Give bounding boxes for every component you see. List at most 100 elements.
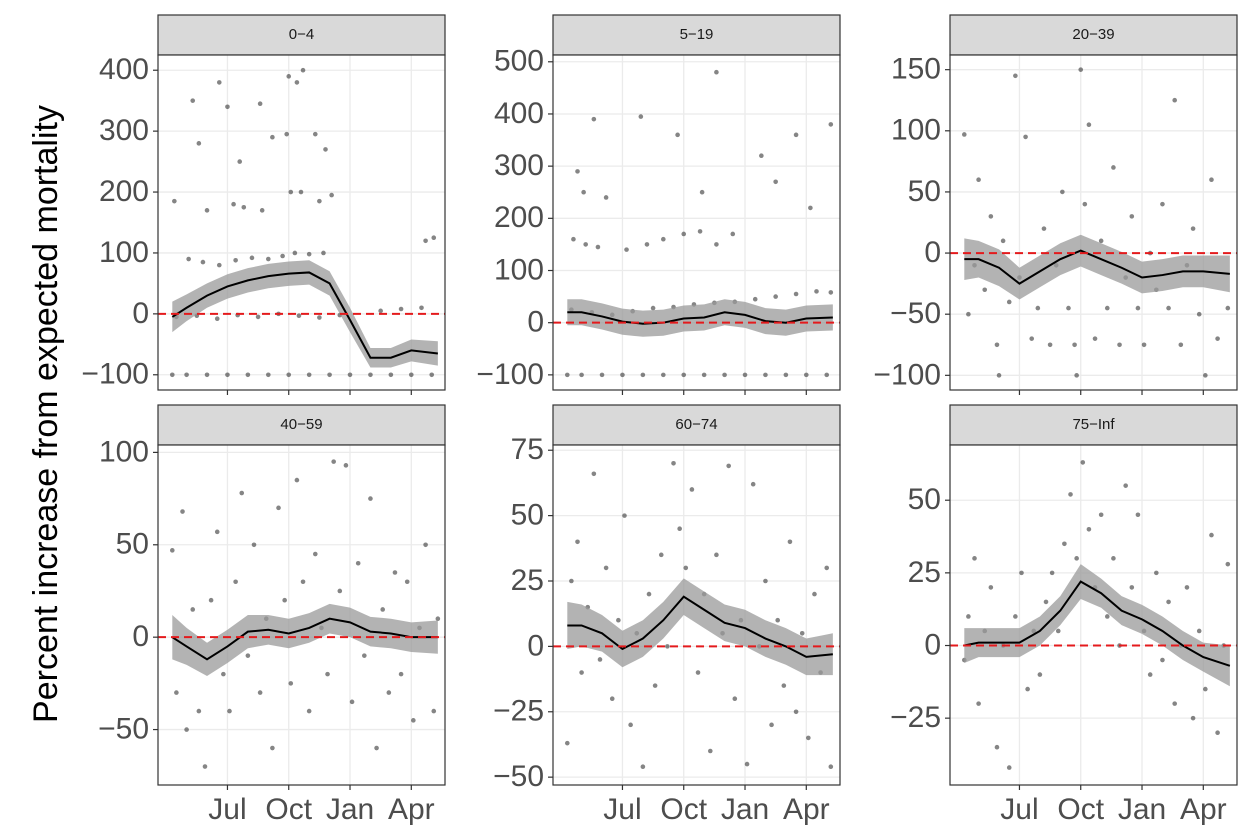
point: [368, 496, 373, 501]
point: [591, 116, 597, 122]
point: [773, 294, 778, 299]
point: [1035, 305, 1041, 311]
strip-background: [157, 404, 446, 446]
point: [312, 131, 318, 137]
point: [378, 308, 383, 314]
confidence-band: [567, 578, 833, 676]
point: [321, 250, 326, 256]
smooth-line: [567, 311, 833, 325]
point: [697, 229, 703, 234]
point: [368, 372, 373, 378]
point: [270, 745, 275, 751]
point: [1225, 305, 1231, 311]
point: [1074, 373, 1079, 378]
point: [1209, 177, 1214, 183]
point: [828, 290, 834, 295]
point: [398, 671, 404, 677]
x-tick-label: Jul: [603, 793, 641, 826]
point: [681, 372, 687, 378]
point: [1215, 336, 1220, 341]
point: [355, 560, 361, 566]
y-tick-label: 0: [132, 297, 149, 330]
point: [294, 477, 300, 483]
point: [661, 372, 666, 378]
smooth-line: [964, 249, 1230, 285]
point: [1080, 460, 1086, 465]
point: [270, 134, 275, 140]
point: [564, 372, 570, 378]
y-tick-label: 0: [132, 620, 149, 653]
point: [1190, 226, 1196, 231]
point: [650, 305, 656, 311]
facet-panel: 60−74 −50 −25 0 25 50 75 Jul Oct Jan Apr: [493, 404, 841, 826]
point: [292, 250, 298, 256]
point: [325, 671, 330, 677]
point: [744, 761, 750, 767]
point: [225, 372, 230, 378]
plot-background: [158, 55, 445, 390]
point: [597, 657, 603, 662]
point: [286, 74, 292, 79]
y-tick-label: 200: [494, 201, 544, 234]
point: [806, 735, 811, 741]
point: [190, 98, 196, 103]
point: [1092, 336, 1098, 341]
point: [1147, 672, 1153, 677]
point: [231, 201, 236, 207]
point: [628, 722, 633, 728]
point: [1203, 373, 1208, 378]
point: [1104, 305, 1110, 311]
point: [266, 256, 271, 262]
point: [750, 481, 756, 487]
point: [1066, 305, 1071, 311]
y-tick-label: 400: [99, 53, 149, 86]
point: [233, 579, 238, 585]
x-tick-label: Apr: [388, 793, 435, 826]
point: [575, 169, 580, 174]
y-tick-label: 300: [494, 149, 544, 182]
point: [799, 631, 805, 636]
point: [1117, 342, 1122, 348]
strip-label: 40−59: [280, 416, 322, 433]
point: [1086, 122, 1092, 127]
point: [1129, 585, 1135, 590]
point: [763, 578, 768, 584]
point: [714, 69, 719, 75]
y-tick-label: −25: [493, 695, 544, 728]
point: [435, 616, 441, 621]
point: [233, 257, 238, 263]
point: [814, 289, 819, 294]
strip-background: [552, 404, 841, 446]
point: [803, 372, 809, 378]
point: [216, 80, 222, 85]
panel-border: [949, 444, 1238, 786]
point: [775, 617, 780, 623]
point: [571, 236, 576, 242]
point: [658, 552, 664, 558]
point: [1111, 165, 1116, 170]
point: [763, 372, 768, 378]
point: [1160, 201, 1165, 207]
facet-panel: 20−39 −100 −50 0 50 100 150: [873, 14, 1238, 395]
smooth-line: [171, 617, 438, 661]
smooth-line: [567, 595, 833, 658]
point: [1104, 614, 1110, 619]
point: [1098, 238, 1104, 244]
point: [1055, 628, 1061, 634]
point: [204, 372, 210, 378]
point: [374, 745, 379, 751]
point: [1098, 512, 1104, 518]
y-tick-label: 400: [494, 97, 544, 130]
point: [343, 463, 349, 468]
point: [681, 231, 687, 237]
point: [259, 208, 265, 213]
point: [408, 372, 414, 378]
point: [646, 591, 652, 597]
point: [595, 244, 601, 250]
point: [280, 253, 285, 259]
point: [1006, 299, 1012, 305]
point: [1037, 672, 1043, 677]
x-tick-label: Apr: [783, 793, 830, 826]
point: [1215, 730, 1220, 735]
x-tick-label: Jan: [721, 793, 769, 826]
